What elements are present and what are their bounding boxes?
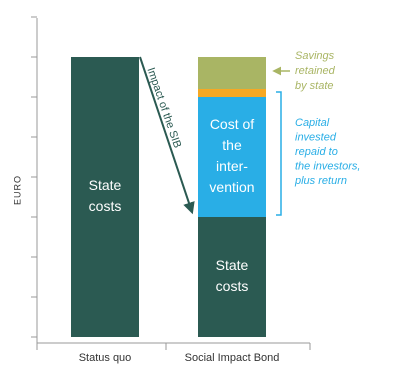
capital-label: plus return <box>294 175 347 187</box>
capital-label: Capital <box>295 117 330 129</box>
segment-label: Cost of <box>210 116 254 132</box>
savings-label: retained <box>295 65 336 77</box>
segment-label: State <box>89 177 122 193</box>
bar-segment <box>198 97 266 217</box>
y-axis-label: EURO <box>12 175 22 205</box>
capital-label: repaid to <box>295 146 338 158</box>
bar-segment <box>198 57 266 89</box>
savings-label: by state <box>295 80 334 92</box>
impact-label: Impact of the SIB <box>144 66 183 150</box>
segment-label: the <box>222 137 242 153</box>
segment-label: inter- <box>216 158 248 174</box>
bar-segment <box>198 217 266 337</box>
segment-label: vention <box>209 179 254 195</box>
segment-label: State <box>216 257 249 273</box>
capital-bracket <box>276 91 282 216</box>
segment-label: costs <box>89 198 122 214</box>
capital-label: the investors, <box>295 160 360 172</box>
savings-label: Savings <box>295 50 335 62</box>
segment-label: costs <box>216 278 249 294</box>
impact-arrow <box>139 56 195 215</box>
bar-segment <box>71 57 139 337</box>
bar-segment <box>198 89 266 97</box>
x-tick-label: Social Impact Bond <box>185 352 280 364</box>
capital-label: invested <box>295 131 337 143</box>
x-tick-label: Status quo <box>79 352 132 364</box>
